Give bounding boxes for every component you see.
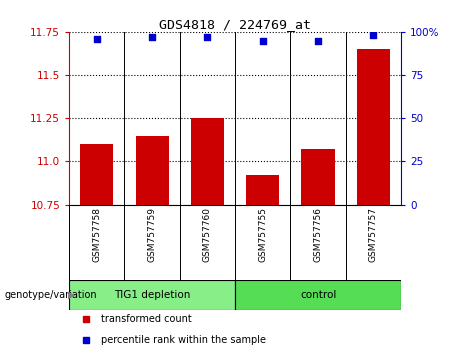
Bar [191, 118, 224, 205]
Bar [235, 280, 401, 310]
Bar [301, 149, 335, 205]
Point [148, 34, 156, 40]
Text: GSM757759: GSM757759 [148, 207, 157, 262]
Point [204, 34, 211, 40]
Text: GSM757758: GSM757758 [92, 207, 101, 262]
Point [93, 36, 100, 42]
Text: transformed count: transformed count [100, 314, 191, 324]
Text: GSM757760: GSM757760 [203, 207, 212, 262]
Text: GSM757756: GSM757756 [313, 207, 323, 262]
Text: control: control [300, 290, 336, 300]
Title: GDS4818 / 224769_at: GDS4818 / 224769_at [159, 18, 311, 31]
Bar [357, 49, 390, 205]
Text: percentile rank within the sample: percentile rank within the sample [100, 335, 266, 345]
Point [370, 33, 377, 38]
Point [259, 38, 266, 43]
Bar [80, 144, 113, 205]
Bar [69, 280, 235, 310]
Bar [246, 175, 279, 205]
Text: genotype/variation: genotype/variation [5, 290, 97, 300]
Text: GSM757755: GSM757755 [258, 207, 267, 262]
Text: ▶: ▶ [68, 290, 76, 300]
Text: TIG1 depletion: TIG1 depletion [114, 290, 190, 300]
Bar [136, 136, 169, 205]
Point [314, 38, 322, 43]
Text: GSM757757: GSM757757 [369, 207, 378, 262]
